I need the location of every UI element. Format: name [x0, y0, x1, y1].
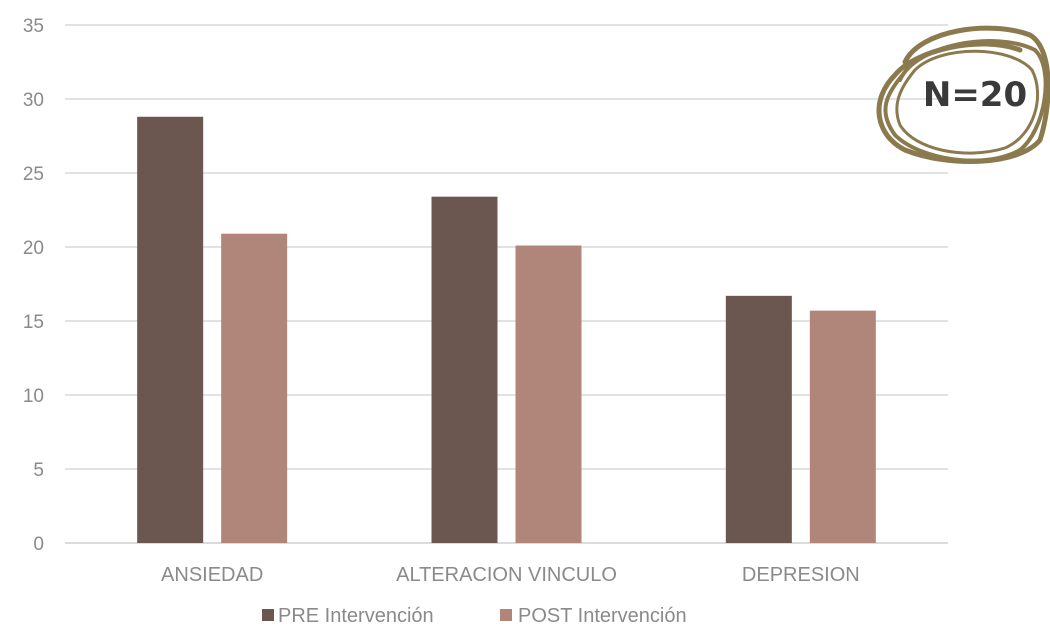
y-tick-label: 25 — [23, 164, 44, 185]
bar-post-2 — [809, 310, 876, 543]
bar-post-0 — [221, 233, 288, 543]
bar-pre-1 — [431, 196, 498, 543]
y-tick-label: 5 — [33, 460, 44, 481]
bar-pre-0 — [137, 116, 204, 543]
legend: PRE Intervención POST Intervención — [262, 605, 687, 627]
bar-pre-2 — [725, 295, 792, 543]
gridlines — [65, 24, 948, 544]
y-tick-label: 30 — [23, 90, 44, 111]
x-axis-categories: ANSIEDAD ALTERACION VINCULO DEPRESION — [161, 564, 860, 586]
y-tick-label: 20 — [23, 238, 44, 259]
y-tick-label: 15 — [23, 312, 44, 333]
y-axis-ticks: 0 5 10 15 20 25 30 35 — [23, 16, 44, 555]
legend-swatch — [500, 609, 512, 621]
x-category-label: ALTERACION VINCULO — [396, 564, 617, 586]
y-tick-label: 0 — [33, 534, 44, 555]
bars — [137, 116, 876, 543]
x-category-label: DEPRESION — [742, 564, 860, 586]
y-tick-label: 35 — [23, 16, 44, 37]
y-tick-label: 10 — [23, 386, 44, 407]
x-category-label: ANSIEDAD — [161, 564, 263, 586]
bar-post-1 — [515, 245, 582, 543]
legend-swatch — [262, 609, 274, 621]
sample-size-label: N=20 — [923, 75, 1027, 115]
hand-drawn-circle-inner — [895, 49, 1040, 155]
legend-label: POST Intervención — [518, 605, 687, 627]
sample-size-annotation: N=20 — [876, 25, 1050, 164]
legend-label: PRE Intervención — [278, 605, 434, 627]
hand-drawn-circle-overlap — [883, 39, 1048, 163]
